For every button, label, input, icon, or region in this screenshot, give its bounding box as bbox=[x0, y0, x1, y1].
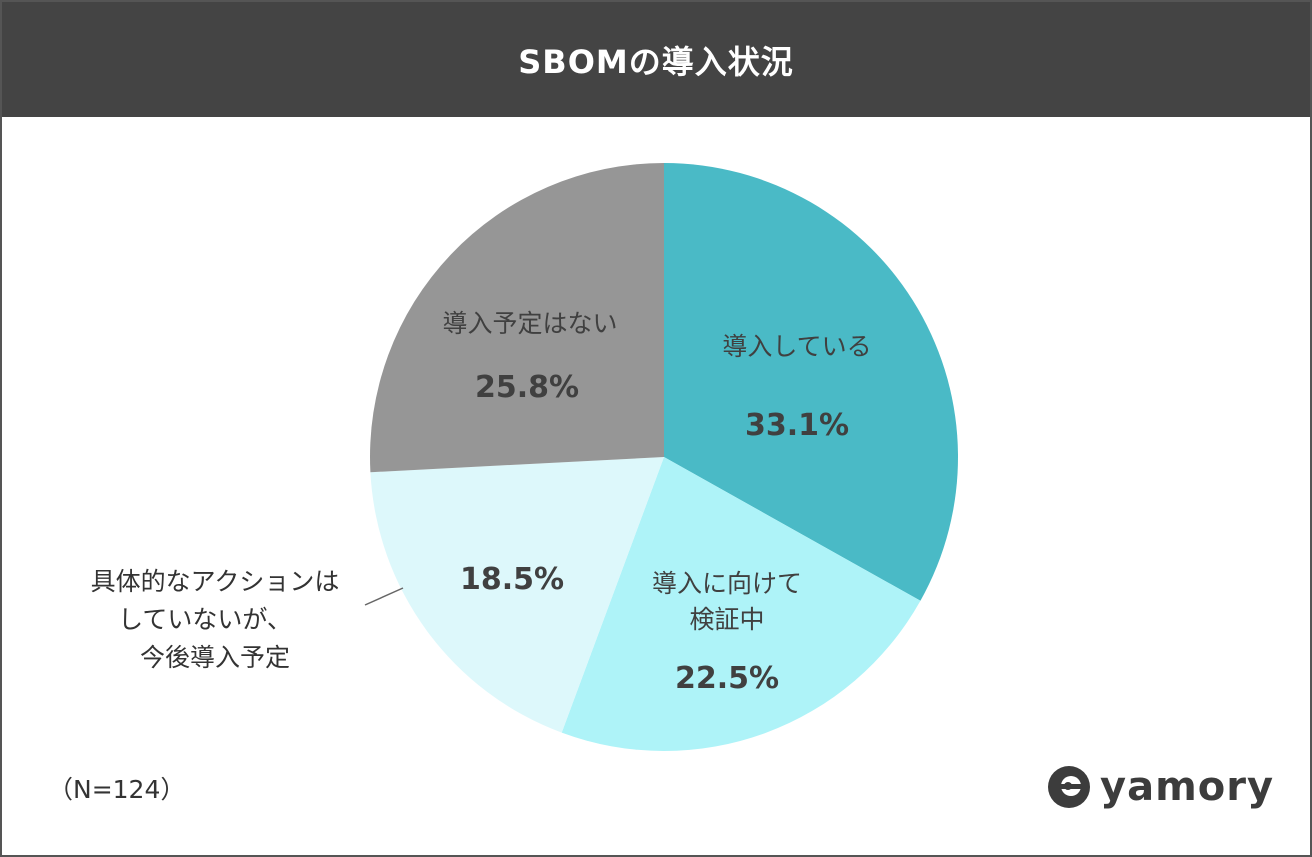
slice-label-external: 具体的なアクションは bbox=[91, 567, 340, 596]
pie-slice bbox=[370, 163, 664, 473]
slice-value-label: 33.1% bbox=[745, 408, 849, 443]
yamory-logo-icon bbox=[1048, 766, 1090, 808]
slice-label: 導入予定はない bbox=[442, 309, 617, 338]
slice-label: 導入している bbox=[722, 332, 871, 361]
slice-label: 導入に向けて bbox=[652, 569, 802, 598]
logo-text: yamory bbox=[1100, 764, 1275, 810]
slice-label-external: していないが、 bbox=[118, 605, 292, 634]
sample-size-note: （N=124） bbox=[48, 775, 186, 804]
chart-title: SBOMの導入状況 bbox=[518, 42, 794, 81]
slice-label-external: 今後導入予定 bbox=[140, 643, 290, 672]
slice-label: 検証中 bbox=[689, 605, 764, 634]
pie-slice bbox=[370, 457, 664, 733]
title-bar: SBOMの導入状況 bbox=[2, 2, 1310, 117]
slice-value-label: 25.8% bbox=[475, 370, 579, 405]
leader-line bbox=[364, 587, 404, 606]
slice-value-label: 18.5% bbox=[460, 562, 564, 597]
pie-slice bbox=[664, 163, 958, 601]
yamory-logo: yamory bbox=[1046, 764, 1274, 810]
pie-slice bbox=[561, 457, 921, 751]
slice-value-label: 22.5% bbox=[675, 661, 779, 696]
